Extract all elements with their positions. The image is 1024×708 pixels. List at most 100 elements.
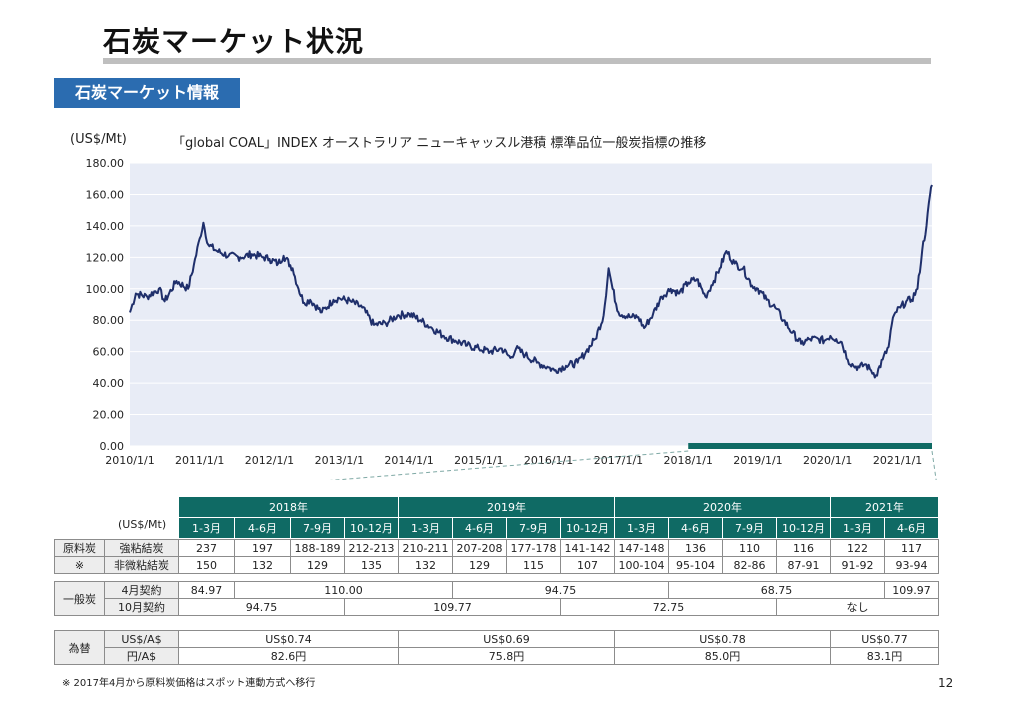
price-cell: 212-213 <box>344 539 399 557</box>
x-tick-label: 2016/1/1 <box>524 454 573 467</box>
price-cell: 110 <box>722 539 777 557</box>
price-cell: なし <box>776 598 939 616</box>
price-cell: 68.75 <box>668 581 885 599</box>
row-group-label: 原料炭 <box>54 539 105 557</box>
rate-cell: US$0.69 <box>398 630 615 648</box>
y-tick-label: 120.00 <box>86 251 125 264</box>
price-cell: 95-104 <box>668 556 723 574</box>
rate-cell: 85.0円 <box>614 647 831 665</box>
price-cell: 91-92 <box>830 556 885 574</box>
quarter-header: 1-3月 <box>178 517 235 539</box>
title-underline <box>103 58 931 64</box>
price-cell: 115 <box>506 556 561 574</box>
price-cell: 94.75 <box>178 598 345 616</box>
price-cell: 107 <box>560 556 615 574</box>
y-tick-label: 140.00 <box>86 220 125 233</box>
footnote: ※ 2017年4月から原料炭価格はスポット連動方式へ移行 <box>62 678 316 689</box>
price-cell: 207-208 <box>452 539 507 557</box>
price-cell: 132 <box>234 556 291 574</box>
quarter-header: 7-9月 <box>722 517 777 539</box>
price-cell: 122 <box>830 539 885 557</box>
y-tick-label: 80.00 <box>93 314 125 327</box>
price-cell: 141-142 <box>560 539 615 557</box>
price-cell: 117 <box>884 539 939 557</box>
table-row: 原料炭 強粘結炭 237 197 188-189 212-213 210-211 207-20… <box>54 539 939 557</box>
x-tick-label: 2021/1/1 <box>873 454 922 467</box>
price-cell: 87-91 <box>776 556 831 574</box>
price-cell: 150 <box>178 556 235 574</box>
quarter-header: 7-9月 <box>290 517 345 539</box>
x-tick-label: 2019/1/1 <box>733 454 782 467</box>
zoom-connector-left <box>329 450 689 480</box>
price-cell: 109.77 <box>344 598 561 616</box>
coal-price-line-chart: 180.00 160.00 140.00 120.00 100.00 80.00 60.00… <box>86 157 937 480</box>
row-group-label: 一般炭 <box>54 581 105 616</box>
rate-cell: 75.8円 <box>398 647 615 665</box>
table-header: 2018年 2019年 2020年 2021年 1-3月 4-6月 7-9月 10-12月 1-… <box>178 496 939 539</box>
quarter-header: 7-9月 <box>506 517 561 539</box>
y-tick-label: 20.00 <box>93 409 125 422</box>
y-tick-label: 160.00 <box>86 188 125 201</box>
row-group-label: 為替 <box>54 630 105 665</box>
table-row: 一般炭 4月契約 84.97 110.00 94.75 68.75 109.97 <box>54 581 939 616</box>
price-cell: 72.75 <box>560 598 777 616</box>
price-cell: 94.75 <box>452 581 669 599</box>
rate-cell: 83.1円 <box>830 647 939 665</box>
price-cell: 110.00 <box>234 581 453 599</box>
x-tick-label: 2015/1/1 <box>454 454 503 467</box>
table-row: ※ 非微粘結炭 150 132 129 135 132 129 115 107 100-104 95-… <box>54 556 939 574</box>
year-header: 2021年 <box>830 496 939 518</box>
quarter-header: 4-6月 <box>668 517 723 539</box>
rate-cell: 82.6円 <box>178 647 399 665</box>
y-tick-label: 180.00 <box>86 157 125 170</box>
price-cell: 100-104 <box>614 556 669 574</box>
y-tick-label: 100.00 <box>86 283 125 296</box>
price-cell: 147-148 <box>614 539 669 557</box>
y-tick-label: 60.00 <box>93 346 125 359</box>
row-label: 非微粘結炭 <box>104 556 179 574</box>
x-tick-label: 2020/1/1 <box>803 454 852 467</box>
price-cell: 188-189 <box>290 539 345 557</box>
year-header: 2018年 <box>178 496 399 518</box>
price-cell: 84.97 <box>178 581 235 599</box>
quarter-header: 1-3月 <box>398 517 453 539</box>
price-cell: 197 <box>234 539 291 557</box>
price-cell: 129 <box>290 556 345 574</box>
price-cell: 177-178 <box>506 539 561 557</box>
quarter-header: 10-12月 <box>776 517 831 539</box>
x-tick-label: 2011/1/1 <box>175 454 224 467</box>
price-cell: 116 <box>776 539 831 557</box>
coal-index-series-line <box>129 184 933 379</box>
quarter-header: 10-12月 <box>560 517 615 539</box>
quarter-header: 4-6月 <box>884 517 939 539</box>
year-header: 2020年 <box>614 496 831 518</box>
table-row: 円/A$ 82.6円 75.8円 85.0円 83.1円 <box>55 647 939 665</box>
page-title: 石炭マーケット状況 <box>103 25 365 58</box>
x-tick-label: 2014/1/1 <box>384 454 433 467</box>
quarter-header: 10-12月 <box>344 517 399 539</box>
y-tick-label: 40.00 <box>93 377 125 390</box>
rate-cell: US$0.77 <box>830 630 939 648</box>
zoom-connector-right <box>931 450 937 480</box>
chart-title: 「global COAL」INDEX オーストラリア ニューキャッスル港積 標準… <box>172 136 707 151</box>
price-cell: 136 <box>668 539 723 557</box>
price-cell: 129 <box>452 556 507 574</box>
row-label: 4月契約 <box>104 581 179 599</box>
price-cell: 237 <box>178 539 235 557</box>
price-cell: 135 <box>344 556 399 574</box>
y-tick-label: 0.00 <box>100 440 125 453</box>
highlight-range-bar <box>688 443 932 449</box>
price-cell: 82-86 <box>722 556 777 574</box>
row-label: US$/A$ <box>104 630 179 648</box>
section-label: 石炭マーケット情報 <box>54 78 240 108</box>
rate-cell: US$0.78 <box>614 630 831 648</box>
quarter-header: 1-3月 <box>614 517 669 539</box>
price-cell: 93-94 <box>884 556 939 574</box>
row-label: 強粘結炭 <box>104 539 179 557</box>
quarter-header: 4-6月 <box>452 517 507 539</box>
row-label: 10月契約 <box>104 598 179 616</box>
table-row: 10月契約 94.75 109.77 72.75 なし <box>55 598 939 616</box>
x-tick-label: 2012/1/1 <box>245 454 294 467</box>
x-tick-label: 2017/1/1 <box>594 454 643 467</box>
table-row: 為替 US$/A$ US$0.74 US$0.69 US$0.78 US$0.77 <box>54 630 939 665</box>
